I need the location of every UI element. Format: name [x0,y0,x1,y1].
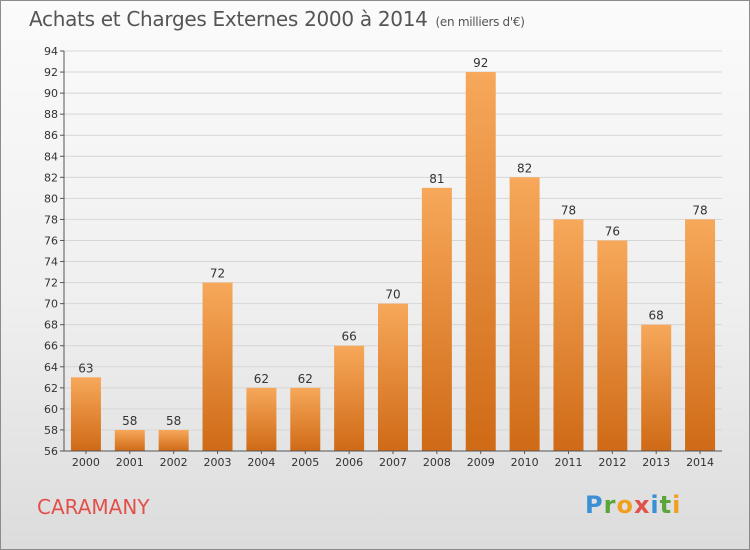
x-tick-label: 2011 [554,456,582,469]
y-tick-label: 80 [44,192,58,205]
bar-value-label: 78 [692,203,707,217]
bar-value-label: 58 [122,414,137,428]
bar [158,429,189,451]
bar [685,219,716,451]
bar [553,219,584,451]
y-tick-label: 76 [44,234,58,247]
bar [114,429,145,451]
y-tick-label: 88 [44,108,58,121]
y-tick-label: 56 [44,445,58,458]
y-tick-label: 92 [44,66,58,79]
x-tick-label: 2008 [423,456,451,469]
bar [246,387,277,451]
labels: 56 58 60 62 64 66 68 70 72 74 76 78 80 82 84 86 88 90 92 94… [44,45,714,469]
bar [641,324,672,451]
x-tick-label: 2006 [335,456,363,469]
x-tick-label: 2012 [598,456,626,469]
bar-value-label: 76 [605,224,620,238]
x-tick-label: 2001 [116,456,144,469]
logo-letter: x [633,491,651,519]
bar [202,282,233,451]
y-tick-label: 62 [44,382,58,395]
bar [334,345,365,451]
chart-title-text: Achats et Charges Externes 2000 à 2014 [29,7,428,31]
bar [70,377,101,451]
y-tick-label: 90 [44,87,58,100]
bar-value-label: 62 [298,372,313,386]
bar-value-label: 81 [429,172,444,186]
x-tick-label: 2014 [686,456,714,469]
bar-value-label: 92 [473,56,488,70]
y-tick-label: 86 [44,129,58,142]
logo-letter: i [672,491,682,519]
bar [509,177,540,451]
x-tick-label: 2013 [642,456,670,469]
bar-value-label: 62 [254,372,269,386]
chart-title: Achats et Charges Externes 2000 à 2014 (e… [29,7,525,31]
bar-value-label: 58 [166,414,181,428]
bar [378,303,408,451]
y-tick-label: 94 [44,45,58,58]
y-tick-label: 84 [44,150,58,163]
bar-value-label: 70 [385,288,400,302]
proxiti-logo: Proxiti [585,491,681,519]
x-tick-label: 2009 [467,456,495,469]
x-tick-label: 2002 [160,456,188,469]
y-tick-label: 74 [44,256,58,269]
y-tick-label: 64 [44,361,58,374]
logo-letter: r [603,491,617,519]
bar-value-label: 68 [649,309,664,323]
x-tick-label: 2010 [511,456,539,469]
bar-value-label: 63 [78,361,93,375]
y-tick-label: 78 [44,213,58,226]
x-tick-label: 2000 [72,456,100,469]
logo-letter: o [616,491,634,519]
bar-value-label: 66 [341,330,356,344]
y-tick-label: 60 [44,403,58,416]
axes [60,50,722,454]
bar-value-label: 72 [210,267,225,281]
y-tick-label: 68 [44,319,58,332]
logo-letter: t [659,491,673,519]
y-tick-label: 72 [44,277,58,290]
x-tick-label: 2005 [291,456,319,469]
bar [597,240,628,451]
bar [421,187,452,451]
bar [465,72,496,451]
y-tick-label: 58 [44,424,58,437]
x-tick-label: 2004 [247,456,275,469]
x-tick-label: 2003 [204,456,232,469]
x-tick-label: 2007 [379,456,407,469]
chart-subtitle: (en milliers d'€) [435,15,525,29]
y-tick-label: 70 [44,298,58,311]
bars [70,72,716,451]
logo-letter: P [585,491,604,519]
bar [290,387,321,451]
bar-value-label: 82 [517,161,532,175]
commune-name: CARAMANY [37,495,150,519]
bar-value-label: 78 [561,203,576,217]
y-tick-label: 82 [44,171,58,184]
y-tick-label: 66 [44,340,58,353]
logo-letter: i [650,491,660,519]
